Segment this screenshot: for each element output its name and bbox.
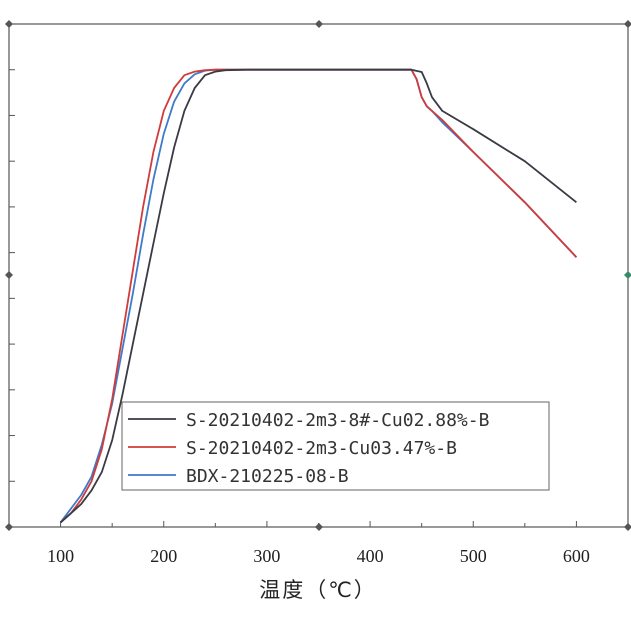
handle-top-mid[interactable]: [315, 20, 323, 28]
series-lines: [59, 68, 578, 524]
x-tick-label: 400: [357, 546, 384, 566]
legend-box: [121, 401, 550, 491]
handle-mid-right[interactable]: [624, 271, 631, 279]
handle-bottom-mid[interactable]: [315, 523, 323, 531]
series-line: [60, 68, 577, 524]
x-axis-title: 温度（℃）: [259, 578, 377, 602]
legend-label: S-20210402-2m3-8#-Cu02.88%-B: [186, 410, 489, 431]
y-axis-ticks: [9, 69, 15, 482]
handle-bottom-right[interactable]: [624, 523, 631, 531]
x-tick-label: 500: [460, 546, 487, 566]
selection-handles: [5, 20, 631, 531]
x-axis-ticks: 100 200 300 400 500 600: [47, 521, 590, 566]
handle-mid-left[interactable]: [5, 271, 13, 279]
handle-top-left[interactable]: [5, 20, 13, 28]
legend-label: S-20210402-2m3-Cu03.47%-B: [186, 438, 457, 459]
handle-top-right[interactable]: [624, 20, 631, 28]
handle-bottom-left[interactable]: [5, 523, 13, 531]
x-tick-label: 300: [253, 546, 280, 566]
x-tick-label: 600: [563, 546, 590, 566]
legend-label: BDX-210225-08-B: [186, 466, 349, 487]
x-tick-label: 200: [150, 546, 177, 566]
legend: S-20210402-2m3-8#-Cu02.88%-B S-20210402-2…: [121, 401, 550, 491]
series-line: [60, 68, 578, 524]
x-tick-label: 100: [47, 546, 74, 566]
